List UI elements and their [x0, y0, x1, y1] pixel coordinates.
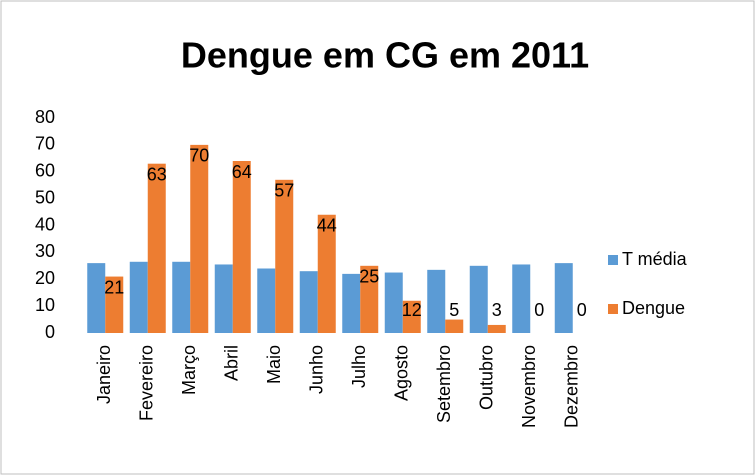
bar [445, 319, 464, 333]
bar [129, 261, 148, 333]
legend-swatch [608, 304, 618, 314]
bar [427, 269, 446, 333]
data-label: 70 [189, 146, 209, 166]
data-label: 12 [402, 300, 422, 320]
y-tick-label: 20 [35, 268, 55, 288]
x-tick-label: Janeiro [94, 345, 114, 404]
data-label: 0 [577, 300, 587, 320]
bar [232, 161, 251, 333]
data-label: 21 [104, 277, 124, 297]
data-label: 64 [232, 162, 252, 182]
data-label: 5 [449, 300, 459, 320]
x-tick-label: Dezembro [562, 345, 582, 428]
x-tick-label: Agosto [392, 345, 412, 401]
x-tick-label: Outubro [477, 345, 497, 410]
bar [469, 265, 488, 333]
data-label: 25 [359, 267, 379, 287]
x-tick-label: Fevereiro [137, 345, 157, 421]
x-tick-label: Junho [307, 345, 327, 394]
data-label: 0 [534, 300, 544, 320]
data-label: 3 [492, 300, 502, 320]
data-label: 57 [274, 181, 294, 201]
x-tick-label: Maio [264, 345, 284, 384]
bar [487, 324, 506, 333]
bar [87, 263, 106, 333]
bar [299, 271, 318, 333]
y-tick-label: 40 [35, 214, 55, 234]
y-tick-label: 10 [35, 295, 55, 315]
y-tick-label: 70 [35, 134, 55, 154]
bar [402, 300, 421, 333]
y-tick-label: 80 [35, 107, 55, 127]
y-tick-label: 60 [35, 161, 55, 181]
bar [342, 273, 361, 333]
bar [147, 163, 166, 333]
bar [172, 261, 191, 333]
x-tick-label: Março [179, 345, 199, 395]
legend-swatch [608, 255, 618, 265]
x-tick-label: Abril [222, 345, 242, 381]
data-label: 63 [147, 164, 167, 184]
y-tick-label: 50 [35, 187, 55, 207]
bar [257, 268, 276, 333]
y-tick-label: 0 [45, 322, 55, 342]
y-tick-label: 30 [35, 241, 55, 261]
bar [214, 264, 233, 333]
x-tick-label: Novembro [519, 345, 539, 428]
chart-title: Dengue em CG em 2011 [181, 35, 589, 76]
bar [105, 276, 124, 333]
bar [384, 272, 403, 333]
bar [360, 265, 379, 333]
bar [554, 263, 573, 333]
bar [275, 179, 294, 333]
bar [190, 144, 209, 333]
legend-label: Dengue [622, 298, 685, 318]
bar [317, 214, 336, 333]
data-label: 44 [317, 216, 337, 236]
bar [512, 264, 531, 333]
x-tick-label: Julho [349, 345, 369, 388]
x-tick-label: Setembro [434, 345, 454, 423]
legend-label: T média [622, 249, 688, 269]
